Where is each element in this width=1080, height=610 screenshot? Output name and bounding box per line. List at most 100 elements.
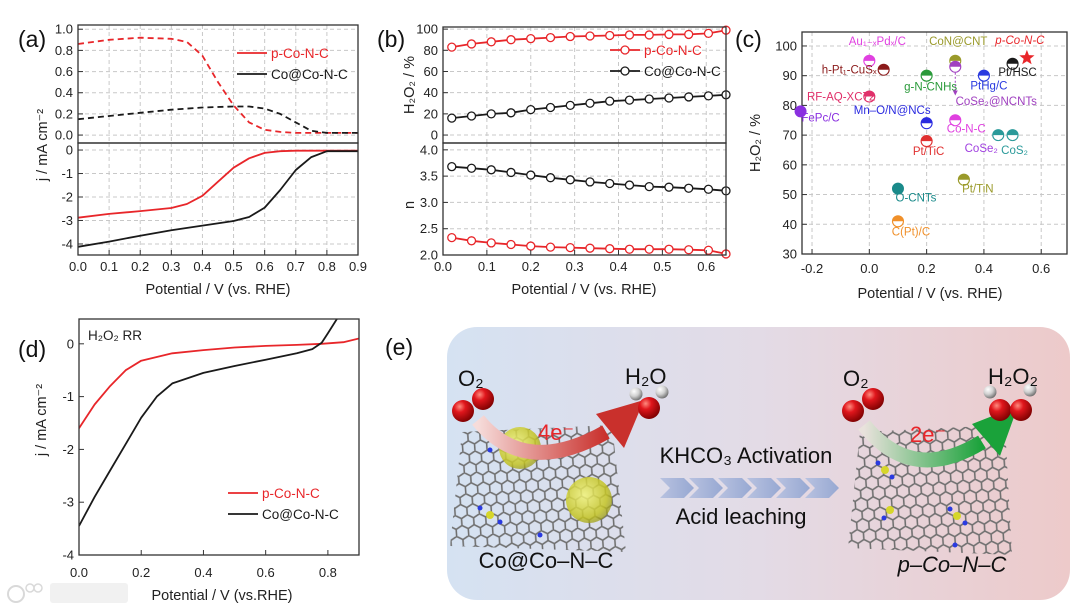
data-point-p-co-n-c: [526, 241, 536, 251]
x-tick-label: 0.7: [287, 259, 305, 274]
data-point-co-co-n-c: [624, 95, 635, 105]
data-point-co-co-n-c: [684, 92, 694, 102]
data-point-fepc-c: FePc/C: [794, 105, 840, 124]
marker-fill: [878, 64, 890, 70]
data-point-p-co-n-c: [506, 35, 516, 45]
data-point-h-pt-cus: h-Pt₁-CuSₓ: [822, 63, 890, 77]
y-tick-label: 60: [424, 64, 438, 79]
x-tick-label: 0.9: [349, 259, 367, 274]
y-axis-title: j / mA cm⁻²: [35, 109, 51, 182]
point-label: Mn–O/N@NCs: [854, 105, 931, 117]
y-axis-title: n: [402, 201, 418, 209]
data-point-co-co-n-c: [664, 182, 674, 192]
legend-label: Co@Co-N-C: [271, 67, 348, 82]
data-point-p-co-n-c: [466, 39, 477, 49]
data-point-co-co-n-c: [605, 178, 615, 189]
data-point-co-co-n-c: [486, 165, 496, 175]
legend-entry-co-co-n-c: Co@Co-N-C: [610, 64, 721, 79]
data-point-co-co-n-c: [506, 167, 516, 178]
y-tick-label: 20: [424, 106, 438, 121]
legend-label: Co@Co-N-C: [644, 64, 721, 79]
x-tick-label: 0.2: [131, 259, 149, 274]
data-point-c-pt-c: C(Pt)/C: [892, 215, 930, 238]
y-tick-label: 0.6: [55, 64, 73, 79]
y-axis-title: j / mA cm⁻²: [34, 384, 50, 457]
point-label: g-N-CNHs: [904, 82, 957, 94]
graphene-sheet-right: [848, 425, 1012, 555]
y-axis-title: H₂O₂ / %: [748, 114, 764, 172]
marker-fill: [1007, 58, 1019, 64]
data-point-co-co-n-c: [447, 113, 457, 123]
y-tick-label: -4: [61, 236, 73, 251]
data-point-p-co-n-c: [447, 42, 457, 52]
right-product-label: H₂O₂: [988, 364, 1038, 389]
subplot-disk-current: [77, 142, 359, 256]
marker-fill: [992, 129, 1004, 136]
data-point-co-co-n-c: [644, 181, 654, 192]
cobalt-nanoparticle: [566, 477, 612, 523]
x-tick-label: 0.0: [860, 261, 878, 276]
data-point-co-co-n-c: [526, 104, 536, 115]
data-point-p-co-n-c: [703, 245, 714, 255]
data-point-p-co-n-c: [466, 236, 477, 246]
data-point-co-co-n-c: [545, 173, 556, 183]
legend-label: p-Co-N-C: [262, 486, 320, 501]
data-point-cose-ncnts: CoSe₂@NCNTs: [949, 60, 1037, 108]
data-point-co-co-n-c: [565, 100, 575, 111]
data-point-p-co-n-c: [664, 244, 674, 254]
series-line-co-co-n-c: [79, 319, 338, 527]
y-tick-label: -1: [62, 389, 74, 404]
y-tick-label: 50: [783, 187, 797, 202]
data-point-cose: CoSe₂: [965, 129, 1005, 155]
x-axis-title: Potential / V (vs.RHE): [151, 588, 292, 604]
y-tick-label: -2: [61, 190, 73, 205]
point-label: p-Co-N-C: [994, 35, 1045, 47]
data-point-p-co-n-c: [545, 242, 556, 252]
data-point-p-co-n-c: [585, 243, 595, 253]
x-tick-label: 0.5: [653, 259, 671, 274]
left-reactant-label: O₂: [458, 366, 484, 391]
marker-fill: [949, 55, 961, 61]
y-tick-label: -3: [62, 495, 74, 510]
point-label: PtHg/C: [970, 81, 1007, 93]
data-point-pt-hsc: Pt/HSC: [998, 57, 1037, 79]
point-label: FePc/C: [801, 112, 839, 124]
data-point-p-co-n-c: [605, 244, 615, 254]
x-tick-label: 0.4: [193, 259, 211, 274]
x-tick-label: 0.4: [609, 259, 627, 274]
legend-entry-p-co-n-c: p-Co-N-C: [610, 43, 702, 58]
x-tick-label: 0.0: [70, 565, 88, 580]
point-label: CoN@CNT: [929, 36, 987, 48]
y-tick-label: 0: [431, 128, 438, 143]
y-tick-label: 60: [783, 157, 797, 172]
y-tick-label: 40: [424, 85, 438, 100]
y-tick-label: 4.0: [420, 142, 438, 157]
right-reactant-label: O₂: [843, 366, 869, 391]
y-tick-label: -2: [62, 442, 74, 457]
data-point-p-co-n-c: [624, 244, 635, 254]
x-tick-label: 0.2: [132, 565, 150, 580]
x-tick-label: 0.1: [478, 259, 496, 274]
point-label: Pt/TiC: [913, 146, 945, 158]
process-activation-label: KHCO₃ Activation: [660, 443, 833, 468]
data-point-co-co-n-c: [545, 102, 556, 113]
y-tick-label: 100: [416, 22, 438, 37]
o2-molecule-right: [842, 388, 884, 422]
marker-fill: [892, 215, 904, 222]
panel-label-d: (d): [18, 336, 46, 362]
data-point-p-co-n-c: [605, 30, 615, 41]
data-point-co-co-n-c: [565, 175, 575, 185]
process-chevron-arrows: [660, 478, 839, 498]
data-point-g-n-cnhs: g-N-CNHs: [904, 69, 957, 94]
data-point-mn-o-n-ncs: Mn–O/N@NCs: [854, 105, 933, 130]
data-point-co-co-n-c: [624, 180, 635, 190]
point-label: O-CNTs: [896, 193, 937, 205]
point-label: C(Pt)/C: [892, 226, 930, 238]
legend-entry-p-co-n-c: p-Co-N-C: [237, 46, 329, 61]
marker-fill: [863, 90, 875, 97]
marker-fill: [958, 174, 970, 180]
x-tick-label: 0.3: [566, 259, 584, 274]
x-tick-label: 0.8: [319, 565, 337, 580]
data-point-p-co-n-c: [664, 29, 674, 40]
data-point-p-co-n-c: [545, 32, 556, 43]
